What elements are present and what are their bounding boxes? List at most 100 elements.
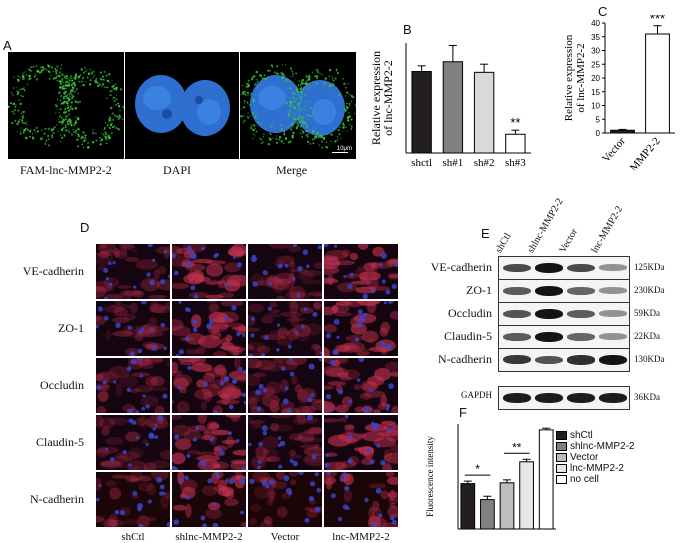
if-image	[96, 415, 170, 470]
panel-label-d: D	[80, 220, 90, 235]
if-image	[96, 301, 170, 356]
if-row-label: VE-cadherin	[22, 263, 84, 278]
if-image	[172, 415, 246, 470]
if-image	[172, 358, 246, 413]
legend-label: Vector	[570, 452, 599, 463]
blot-protein-label: VE-cadherin	[430, 260, 492, 274]
lane-label: lnc-MMP2-2	[589, 204, 626, 255]
blot-band	[535, 309, 563, 319]
if-image	[172, 301, 246, 356]
fam-image	[8, 52, 124, 159]
legend-swatch	[556, 441, 567, 451]
legend-item: shlnc-MMP2-2	[556, 441, 634, 452]
blot-band	[567, 355, 595, 365]
panel-label-a: A	[3, 38, 12, 53]
x-tick-label: shctl	[411, 157, 432, 169]
if-image	[248, 415, 322, 470]
bar-sh#1	[442, 61, 464, 154]
y-axis-label: of lnc-MMP2-2	[381, 60, 395, 136]
blot-band	[599, 393, 627, 403]
lane-label: Vector	[557, 226, 581, 255]
chart-f-legend: shCtl shlnc-MMP2-2 Vector lnc-MMP2-2 no cell	[556, 430, 696, 500]
blot-band	[567, 393, 595, 403]
bar-shctl	[411, 71, 432, 154]
bar-no cell	[538, 429, 554, 530]
legend-swatch	[556, 452, 567, 462]
blot-strip	[498, 386, 630, 410]
chart-c: 0510152025303540Vectorlnc-MMP2-2***Relat…	[563, 15, 675, 170]
blot-band	[503, 332, 531, 341]
bar-lnc-MMP2-2	[645, 33, 670, 134]
blot-strip	[498, 348, 630, 372]
if-image	[324, 244, 398, 299]
if-image	[248, 358, 322, 413]
blot-strip	[498, 256, 630, 280]
blot-size-label: 36KDa	[634, 392, 660, 402]
caption-merge: Merge	[276, 163, 308, 177]
y-axis-label: of lnc-MMP2-2	[575, 43, 587, 112]
bar-sh#2	[473, 71, 495, 154]
blot-band	[535, 393, 563, 403]
legend-item: Vector	[556, 452, 598, 463]
blot-size-label: 22KDa	[634, 331, 660, 341]
merge-image: 10μm	[240, 52, 356, 159]
legend-label: shlnc-MMP2-2	[570, 441, 635, 452]
blot-protein-label: GAPDH	[460, 390, 492, 400]
blot-strip	[498, 302, 630, 326]
bar-sh#3	[505, 133, 526, 154]
blot-strip	[498, 325, 630, 349]
blot-band	[503, 393, 531, 403]
blot-protein-label: Occludin	[448, 306, 492, 320]
if-image	[172, 472, 246, 527]
blot-band	[599, 264, 627, 271]
if-image	[324, 358, 398, 413]
significance-label: **	[510, 115, 520, 130]
y-tick-label: 40	[591, 19, 600, 28]
legend-label: no cell	[570, 474, 599, 485]
blot-band	[535, 332, 563, 342]
blot-protein-label: N-cadherin	[438, 352, 492, 366]
y-axis-label: Relative expression	[369, 51, 383, 145]
chart-f: ***Fluorescence intensity	[425, 424, 556, 530]
y-tick-label: 35	[591, 33, 600, 42]
scale-bar-label: 10μm	[336, 146, 352, 152]
if-row-label: Claudin-5	[36, 434, 84, 449]
blot-protein-label: ZO-1	[466, 283, 492, 297]
if-row-label: ZO-1	[58, 320, 84, 335]
legend-item: lnc-MMP2-2	[556, 463, 624, 474]
lane-label: shCtl	[493, 231, 514, 255]
caption-fam: FAM-lnc-MMP2-2	[20, 163, 112, 177]
if-grid: VE-cadherin ZO-1 Occludin Claudin-5 N-cadher…	[0, 240, 400, 543]
legend-label: lnc-MMP2-2	[570, 463, 624, 474]
x-tick-label: sh#3	[505, 157, 526, 169]
bar-Vector	[499, 482, 515, 530]
y-tick-label: 5	[596, 115, 601, 124]
blot-size-label: 59KDa	[634, 308, 660, 318]
legend-item: no cell	[556, 474, 599, 485]
blot-band	[503, 263, 531, 273]
dapi-image	[125, 52, 239, 159]
legend-swatch	[556, 463, 567, 473]
y-tick-label: 25	[591, 60, 600, 69]
caption-dapi: DAPI	[163, 163, 192, 177]
significance-label: ***	[650, 15, 665, 26]
lane-labels: shCtl shlnc-MMP2-2 Vector lnc-MMP2-2	[493, 196, 635, 256]
x-tick-label: Vector	[600, 135, 628, 165]
if-row-label: N-cadherin	[30, 491, 84, 506]
blot-band	[535, 355, 563, 364]
if-image	[96, 358, 170, 413]
western-blot: VE-cadherin 125KDa ZO-1 230KDa Occludin 59KDa…	[408, 256, 698, 410]
blot-band	[567, 309, 595, 318]
bar-shlnc-MMP2-2	[480, 499, 495, 530]
x-tick-label: sh#2	[474, 157, 495, 169]
blot-band	[503, 286, 531, 295]
bar-lnc-MMP2-2	[519, 461, 534, 530]
if-image	[324, 301, 398, 356]
legend-swatch	[556, 474, 567, 484]
blot-band	[599, 287, 627, 294]
if-image	[172, 244, 246, 299]
blot-size-label: 130KDa	[634, 354, 665, 364]
blot-band	[599, 333, 627, 340]
if-image	[248, 301, 322, 356]
legend-label: shCtl	[570, 430, 593, 441]
